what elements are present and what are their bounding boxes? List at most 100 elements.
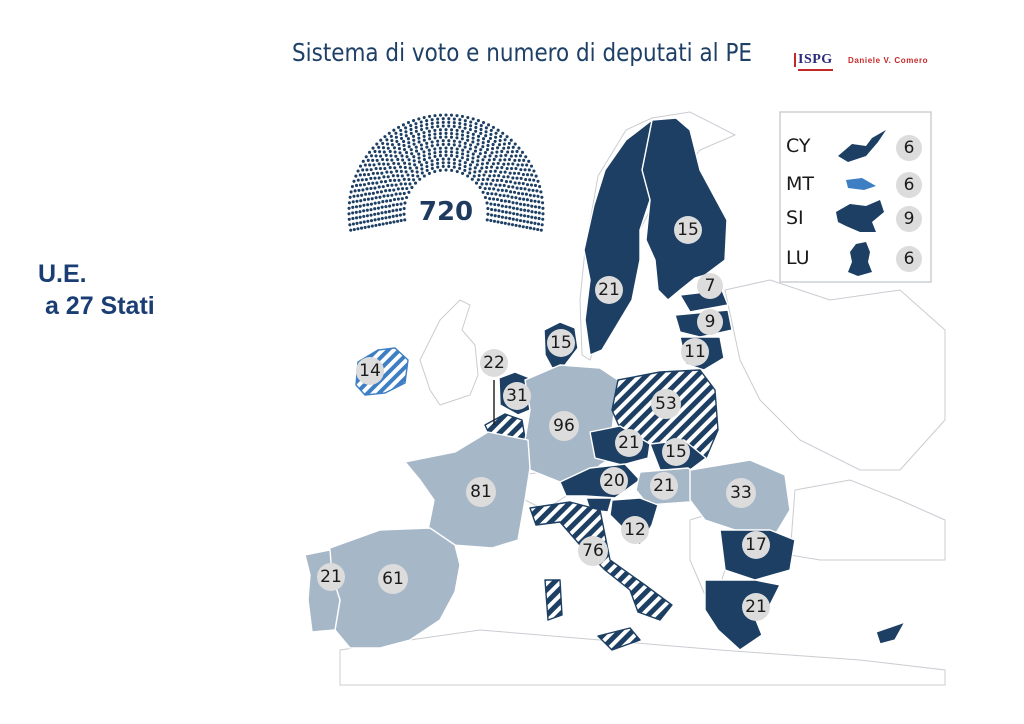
seat-dot [394, 135, 398, 139]
seat-dot [352, 227, 356, 232]
seat-dot [415, 170, 419, 174]
seat-dot [491, 178, 495, 182]
legend-row-cy: CY 6 [786, 130, 922, 162]
seat-dot [526, 209, 530, 213]
seat-dot [515, 201, 519, 205]
seat-dot [540, 223, 544, 227]
seat-dot [397, 142, 401, 147]
seat-dot [510, 150, 514, 154]
legend-seats: 6 [904, 138, 915, 158]
seat-dot [515, 186, 519, 190]
seat-dot [436, 117, 440, 121]
seat-dot [356, 227, 360, 231]
seat-dot [361, 159, 365, 163]
seat-dot [511, 176, 515, 180]
seat-dot [494, 131, 498, 135]
seat-dot [356, 178, 360, 182]
seat-dot [490, 207, 494, 212]
seat-dot [463, 145, 467, 149]
seat-dot [519, 176, 523, 180]
seat-dot [388, 199, 393, 203]
seat-dot [536, 194, 540, 198]
seat-dot [422, 158, 426, 162]
seat-dot [502, 194, 506, 198]
seat-dot [357, 188, 361, 192]
seat-dot [382, 175, 386, 179]
seat-dot [512, 190, 517, 194]
seat-dot [374, 167, 378, 171]
seat-dot [373, 149, 377, 153]
seat-dot [419, 143, 423, 147]
seat-dot [501, 131, 505, 135]
seat-dot [452, 139, 456, 143]
seat-dot [519, 213, 523, 217]
seat-dot [494, 183, 498, 187]
seat-dot [479, 131, 483, 135]
seat-dot [395, 219, 400, 223]
badge-slovakia: 15 [662, 438, 690, 466]
seat-dot [422, 115, 426, 120]
seat-dot [360, 178, 364, 182]
seat-dot [494, 154, 498, 158]
seat-dot [365, 214, 369, 218]
seat-dot [522, 219, 526, 223]
seat-dot [494, 135, 498, 139]
seat-dot [499, 170, 503, 174]
seat-dot [476, 142, 480, 146]
seat-dot [417, 132, 421, 136]
seat-dot [430, 163, 434, 167]
seat-dot [359, 221, 363, 225]
seat-dot [385, 221, 389, 225]
seat-dot [541, 206, 545, 210]
seat-dot [528, 193, 532, 197]
seat-dot [354, 205, 359, 209]
seat-dot [495, 166, 499, 170]
seat-dot [486, 139, 490, 143]
seat-dot [410, 185, 414, 190]
svg-text:22: 22 [483, 353, 505, 373]
seat-dot [377, 162, 381, 166]
seat-dot [407, 145, 411, 149]
seat-dot [399, 182, 403, 186]
seat-dot [388, 204, 392, 208]
seat-dot [358, 183, 363, 187]
seat-dot [389, 154, 393, 158]
svg-text:96: 96 [553, 416, 575, 436]
seat-dot [348, 223, 352, 227]
seat-dot [349, 228, 353, 232]
seat-dot [474, 125, 478, 129]
seat-dot [388, 188, 392, 192]
seat-dot [425, 168, 429, 172]
seat-dot [518, 219, 523, 223]
seat-dot [377, 217, 381, 221]
seat-dot [365, 187, 369, 191]
seat-dot [522, 203, 526, 207]
seat-dot [359, 199, 363, 203]
seat-dot [490, 192, 494, 196]
seat-dot [378, 150, 382, 154]
seat-dot [361, 188, 365, 192]
seat-dot [428, 114, 432, 118]
seat-dot [444, 131, 448, 135]
seat-dot [418, 177, 422, 181]
seat-dot [379, 154, 383, 158]
seat-dot [474, 129, 478, 133]
seat-dot [377, 223, 382, 227]
seat-dot [517, 181, 521, 185]
seat-dot [524, 177, 528, 182]
seat-dot [524, 192, 528, 196]
seat-dot [412, 142, 416, 146]
seat-dot [514, 223, 518, 227]
seat-dot [461, 129, 465, 133]
seat-dot [512, 206, 516, 210]
legend-row-lu: LU 6 [786, 242, 922, 276]
seat-dot [478, 185, 482, 190]
seat-dot [395, 139, 399, 143]
seat-dot [529, 221, 533, 225]
seat-dot [374, 223, 378, 227]
seat-dot [486, 207, 490, 211]
seat-dot [473, 149, 477, 153]
seat-dot [417, 140, 421, 144]
seat-dot [452, 143, 456, 147]
seat-dot [396, 157, 400, 162]
